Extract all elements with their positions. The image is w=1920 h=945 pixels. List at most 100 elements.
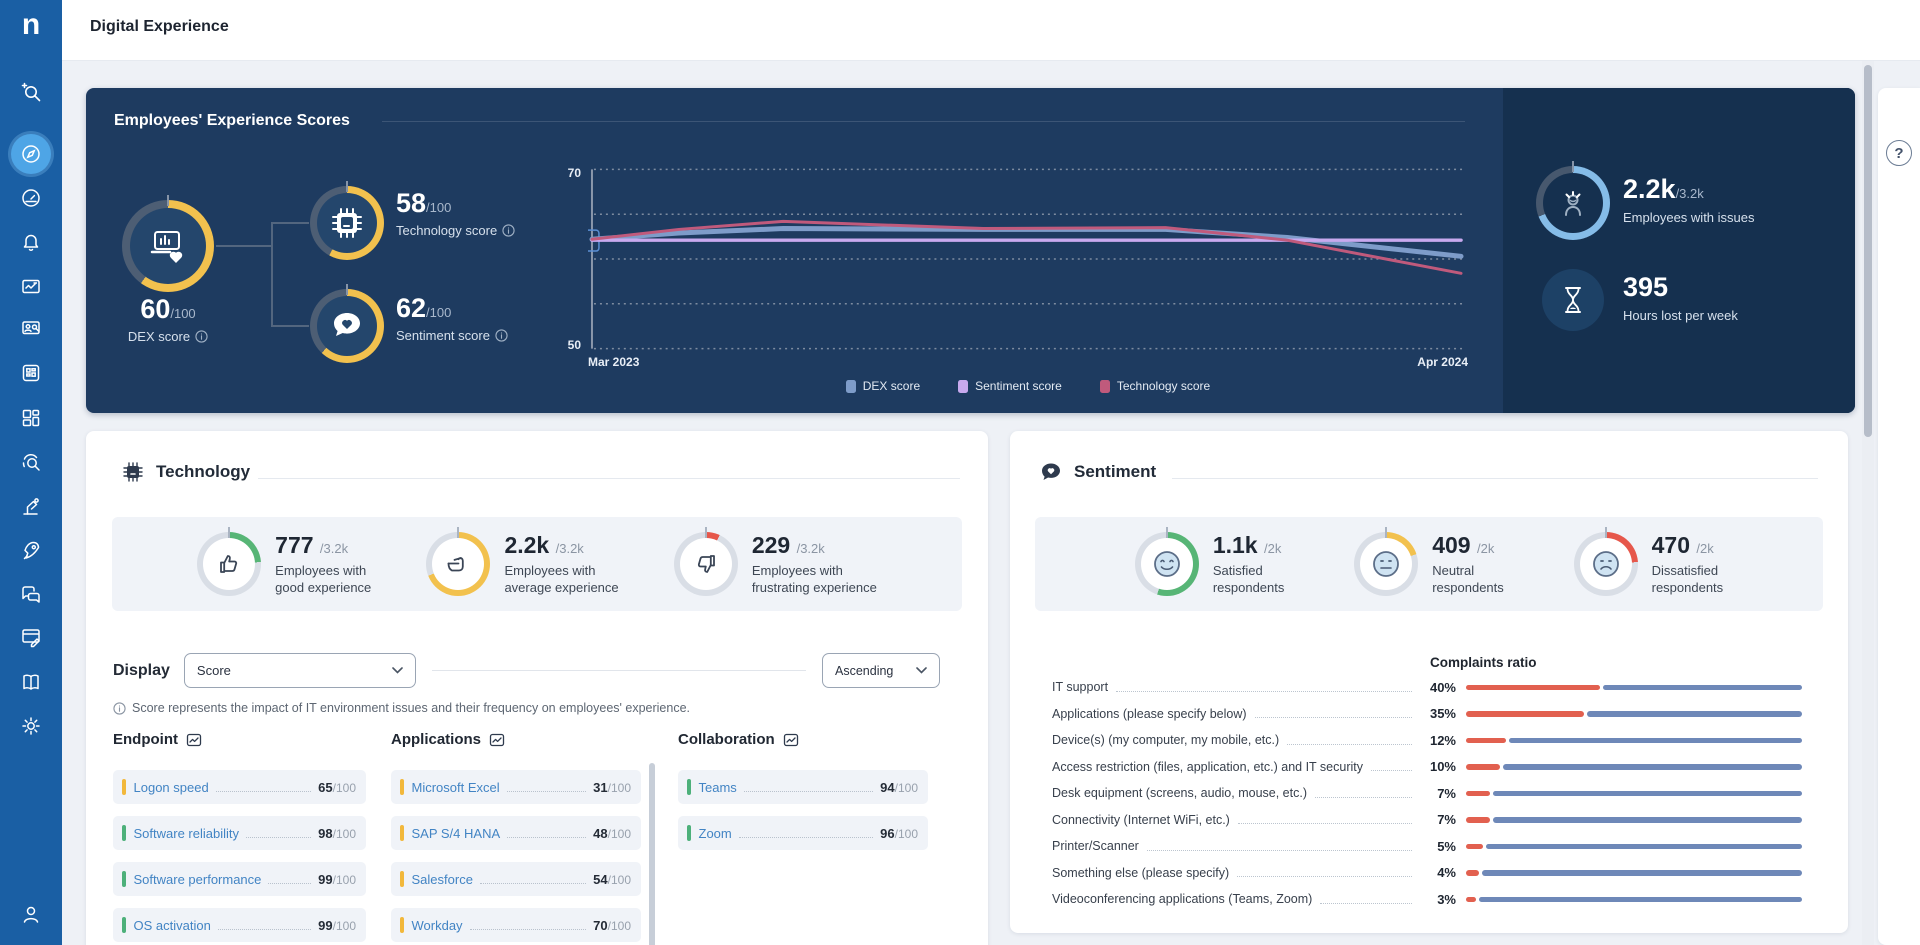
- hours-lost: 395 Hours lost per week: [1623, 272, 1738, 323]
- score-row-label: Teams: [699, 780, 737, 795]
- sort-by-select[interactable]: Score: [184, 653, 416, 688]
- bell-icon[interactable]: [20, 231, 42, 253]
- book-icon[interactable]: [20, 671, 42, 693]
- dotted-leader: [1116, 691, 1412, 692]
- frustrated-person-icon: [1554, 184, 1592, 222]
- complaint-bar: [1466, 817, 1802, 823]
- speech-bubble-icon: [1040, 461, 1062, 483]
- complaint-bar-red: [1466, 711, 1584, 717]
- complaint-label: Something else (please specify): [1052, 866, 1229, 880]
- chevron-down-icon: [916, 667, 927, 674]
- stat-label-1: Employees with: [275, 563, 366, 578]
- legend-swatch: [958, 380, 968, 393]
- ai-search-icon[interactable]: [20, 81, 42, 103]
- x-axis-labels: Mar 2023 Apr 2024: [588, 355, 1468, 369]
- complaint-bar-blue: [1509, 738, 1802, 744]
- stat-denom: /2k: [1264, 541, 1281, 556]
- complaint-row: Access restriction (files, application, …: [1010, 754, 1848, 781]
- score-row-software-reliability[interactable]: Software reliability98/100: [113, 816, 366, 850]
- complaint-label: Desk equipment (screens, audio, mouse, e…: [1052, 786, 1307, 800]
- info-icon[interactable]: [502, 224, 515, 237]
- technology-stats: 777 /3.2k Employees withgood experience …: [112, 517, 962, 611]
- legend-dex[interactable]: DEX score: [846, 379, 920, 393]
- score-row-microsoft-excel[interactable]: Microsoft Excel31/100: [391, 770, 641, 804]
- complaint-bar-red: [1466, 817, 1490, 823]
- page-scrollbar-thumb[interactable]: [1864, 65, 1872, 437]
- complaint-row: Applications (please specify below)35%: [1010, 701, 1848, 728]
- page-scrollbar-track[interactable]: [1862, 61, 1874, 945]
- dotted-leader: [1255, 717, 1412, 718]
- legend-label: DEX score: [863, 379, 920, 393]
- complaint-percent: 3%: [1420, 892, 1456, 907]
- divider: [258, 478, 960, 479]
- sidebar-item-active[interactable]: [11, 134, 51, 174]
- divider: [1172, 478, 1818, 479]
- score-row-workday[interactable]: Workday70/100: [391, 908, 641, 942]
- robot-arm-icon[interactable]: [20, 495, 42, 517]
- stat-value: 1.1k: [1213, 532, 1258, 558]
- window-edit-icon[interactable]: [20, 626, 42, 648]
- gear-icon[interactable]: [20, 715, 42, 737]
- sentiment-card-title: Sentiment: [1040, 461, 1156, 483]
- fingerprint-search-icon[interactable]: [20, 451, 42, 473]
- complaint-bar-red: [1466, 791, 1490, 797]
- endpoint-header: Endpoint: [113, 731, 366, 748]
- order-select[interactable]: Ascending: [822, 653, 940, 688]
- complaint-bar-blue: [1493, 791, 1802, 797]
- score-row-label: Salesforce: [412, 872, 473, 887]
- complaint-bar-red: [1466, 897, 1476, 903]
- score-row-zoom[interactable]: Zoom96/100: [678, 816, 928, 850]
- score-row-software-performance[interactable]: Software performance99/100: [113, 862, 366, 896]
- complaint-bar-blue: [1587, 711, 1802, 717]
- legend-swatch: [1100, 380, 1110, 393]
- chat-bubbles-icon[interactable]: [20, 583, 42, 605]
- chevron-down-icon: [392, 667, 403, 674]
- complaint-percent: 10%: [1420, 759, 1456, 774]
- complaint-percent: 12%: [1420, 733, 1456, 748]
- info-icon[interactable]: [195, 330, 208, 343]
- legend-technology[interactable]: Technology score: [1100, 379, 1210, 393]
- score-row-logon-speed[interactable]: Logon speed65/100: [113, 770, 366, 804]
- legend-sentiment[interactable]: Sentiment score: [958, 379, 1062, 393]
- stat-label-2: good experience: [275, 580, 371, 595]
- score-row-os-activation[interactable]: OS activation99/100: [113, 908, 366, 942]
- help-panel: ?: [1878, 88, 1920, 945]
- app-grid-icon[interactable]: [20, 362, 42, 384]
- employees-with-issues-ring: [1536, 166, 1610, 240]
- score-row-sap-s4-hana[interactable]: SAP S/4 HANA48/100: [391, 816, 641, 850]
- employees-with-issues: 2.2k/3.2k Employees with issues: [1623, 174, 1755, 225]
- connector-line: [216, 245, 272, 247]
- stat-label-1: Dissatisfied: [1652, 563, 1718, 578]
- complaints-ratio-title: Complaints ratio: [1430, 655, 1537, 670]
- dex-denom: /100: [170, 306, 195, 321]
- info-icon[interactable]: [495, 329, 508, 342]
- people-monitor-icon[interactable]: [20, 318, 42, 340]
- technology-title-text: Technology: [156, 462, 250, 482]
- connector-line: [271, 223, 273, 326]
- hero-title: Employees' Experience Scores: [114, 112, 350, 130]
- dotted-leader: [1238, 823, 1412, 824]
- person-icon[interactable]: [20, 903, 42, 925]
- gauge-icon[interactable]: [20, 187, 42, 209]
- trend-chart-icon[interactable]: [186, 732, 202, 748]
- average-experience-ring: [426, 532, 490, 596]
- sentiment-title-text: Sentiment: [1074, 462, 1156, 482]
- list-scrollbar[interactable]: [649, 763, 655, 945]
- complaint-bar-blue: [1486, 844, 1802, 850]
- help-icon[interactable]: ?: [1886, 140, 1912, 166]
- dotted-leader: [1237, 876, 1412, 877]
- layout-blocks-icon[interactable]: [20, 407, 42, 429]
- trend-chart-icon[interactable]: [489, 732, 505, 748]
- score-row-salesforce[interactable]: Salesforce54/100: [391, 862, 641, 896]
- score-row-teams[interactable]: Teams94/100: [678, 770, 928, 804]
- sentiment-score: 62/100 Sentiment score: [396, 293, 508, 343]
- rocket-icon[interactable]: [20, 539, 42, 561]
- score-row-label: Microsoft Excel: [412, 780, 500, 795]
- monitor-chart-icon[interactable]: [20, 276, 42, 298]
- stat-value: 777: [275, 532, 313, 558]
- technology-card-title: Technology: [122, 461, 250, 483]
- complaint-label: Applications (please specify below): [1052, 707, 1247, 721]
- complaint-label: Access restriction (files, application, …: [1052, 760, 1363, 774]
- trend-chart-icon[interactable]: [783, 732, 799, 748]
- thumb-up-icon: [215, 550, 243, 578]
